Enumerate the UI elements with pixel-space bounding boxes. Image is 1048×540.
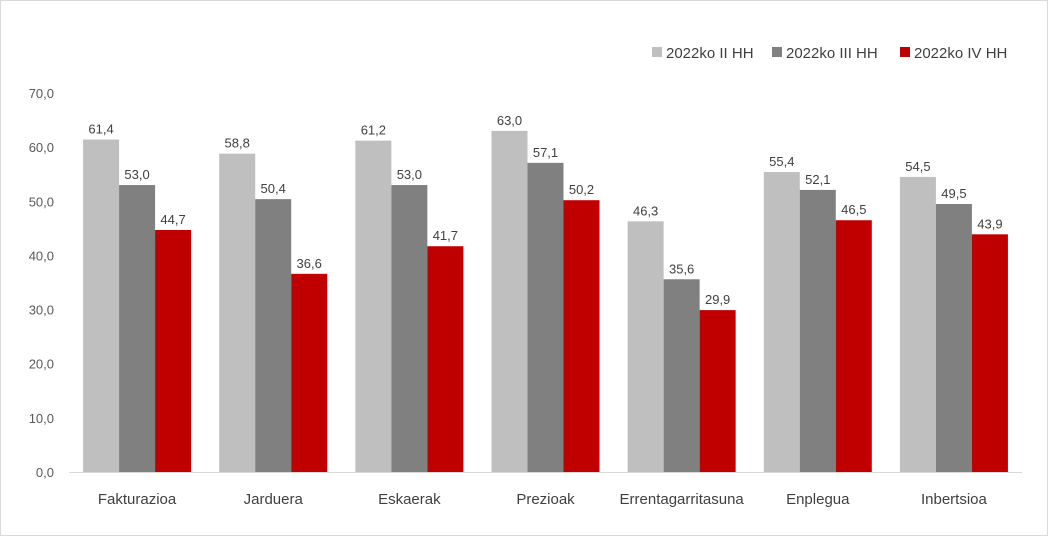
data-label: 49,5 bbox=[941, 186, 966, 201]
category-label: Inbertsioa bbox=[921, 491, 988, 508]
category-label: Fakturazioa bbox=[98, 491, 177, 508]
y-tick-label: 20,0 bbox=[29, 357, 54, 372]
bar-inbertsioa-2022ko-iv-hh bbox=[971, 234, 1008, 472]
bar-eskaerak-2022ko-iii-hh bbox=[391, 185, 428, 473]
legend-label: 2022ko III HH bbox=[786, 45, 878, 62]
data-label: 53,0 bbox=[397, 167, 422, 182]
y-tick-label: 70,0 bbox=[29, 86, 54, 101]
bar-errentagarritasuna-2022ko-ii-hh bbox=[627, 221, 664, 472]
category-label: Prezioak bbox=[516, 491, 575, 508]
data-label: 46,5 bbox=[841, 202, 866, 217]
data-label: 35,6 bbox=[669, 261, 694, 276]
legend: 2022ko IV HH 2022ko III HH 2022ko II HH bbox=[652, 45, 1007, 62]
bar-fakturazioa-2022ko-iv-hh bbox=[155, 229, 192, 472]
data-label: 36,6 bbox=[297, 256, 322, 271]
bar-jarduera-2022ko-iii-hh bbox=[255, 199, 292, 472]
bar-fakturazioa-2022ko-iii-hh bbox=[119, 185, 156, 473]
bar-errentagarritasuna-2022ko-iv-hh bbox=[699, 310, 736, 472]
data-label: 46,3 bbox=[633, 203, 658, 218]
data-label: 58,8 bbox=[225, 136, 250, 151]
legend-swatch-2022ko-iii-hh bbox=[772, 47, 782, 57]
category-label: Eskaerak bbox=[378, 491, 441, 508]
data-label: 57,1 bbox=[533, 145, 558, 160]
bar-jarduera-2022ko-ii-hh bbox=[219, 153, 256, 472]
y-tick-label: 50,0 bbox=[29, 194, 54, 209]
bar-errentagarritasuna-2022ko-iii-hh bbox=[663, 279, 700, 472]
bar-prezioak-2022ko-iv-hh bbox=[563, 200, 600, 472]
data-label: 61,4 bbox=[88, 122, 113, 137]
data-label: 44,7 bbox=[160, 212, 185, 227]
bar-jarduera-2022ko-iv-hh bbox=[291, 273, 328, 472]
category-label: Jarduera bbox=[244, 491, 304, 508]
data-label: 50,4 bbox=[261, 181, 286, 196]
y-tick-label: 10,0 bbox=[29, 411, 54, 426]
legend-swatch-2022ko-ii-hh bbox=[652, 47, 662, 57]
category-label: Enplegua bbox=[786, 491, 850, 508]
bar-enplegua-2022ko-ii-hh bbox=[763, 172, 800, 472]
y-tick-label: 0,0 bbox=[36, 465, 54, 480]
bars bbox=[83, 130, 1008, 473]
data-label: 54,5 bbox=[905, 159, 930, 174]
y-tick-label: 60,0 bbox=[29, 140, 54, 155]
bar-inbertsioa-2022ko-ii-hh bbox=[899, 176, 936, 472]
bar-prezioak-2022ko-iii-hh bbox=[527, 162, 564, 472]
bar-enplegua-2022ko-iv-hh bbox=[835, 220, 872, 472]
bar-enplegua-2022ko-iii-hh bbox=[799, 189, 836, 472]
bar-inbertsioa-2022ko-iii-hh bbox=[935, 203, 972, 472]
bar-fakturazioa-2022ko-ii-hh bbox=[83, 139, 120, 472]
data-label: 50,2 bbox=[569, 182, 594, 197]
y-tick-label: 40,0 bbox=[29, 248, 54, 263]
data-label: 53,0 bbox=[124, 167, 149, 182]
y-axis: 0,0 10,0 20,0 30,0 40,0 50,0 60,0 70,0 bbox=[29, 86, 54, 480]
category-label: Errentagarritasuna bbox=[620, 491, 745, 508]
legend-label: 2022ko II HH bbox=[666, 45, 754, 62]
data-label: 43,9 bbox=[977, 216, 1002, 231]
data-label: 63,0 bbox=[497, 113, 522, 128]
y-tick-label: 30,0 bbox=[29, 303, 54, 318]
legend-swatch-2022ko-iv-hh bbox=[900, 47, 910, 57]
data-label: 41,7 bbox=[433, 228, 458, 243]
bar-prezioak-2022ko-ii-hh bbox=[491, 130, 528, 472]
data-label: 55,4 bbox=[769, 154, 794, 169]
data-label: 29,9 bbox=[705, 292, 730, 307]
data-label: 61,2 bbox=[361, 123, 386, 138]
data-labels: 61,4 53,0 44,7 58,8 50,4 36,6 61,2 53,0 41,7 63,0… bbox=[88, 113, 1002, 307]
x-axis: Fakturazioa Jarduera Eskaerak Prezioak Erren… bbox=[69, 472, 1022, 508]
bar-eskaerak-2022ko-ii-hh bbox=[355, 140, 392, 472]
legend-label: 2022ko IV HH bbox=[914, 45, 1007, 62]
data-label: 52,1 bbox=[805, 172, 830, 187]
bar-eskaerak-2022ko-iv-hh bbox=[427, 246, 464, 472]
